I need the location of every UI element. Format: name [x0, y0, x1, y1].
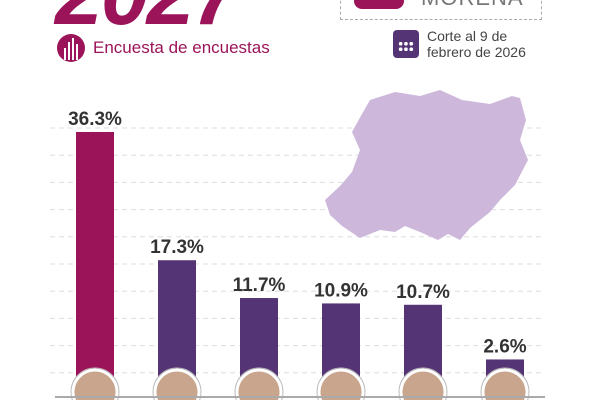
bar: [76, 131, 114, 377]
avatar-ring: [398, 367, 448, 400]
bar: [404, 304, 442, 377]
candidate-avatar: [153, 368, 201, 400]
bar: [322, 303, 360, 377]
avatar-ring: [316, 367, 366, 400]
data-label: 10.7%: [396, 282, 450, 303]
candidate-avatar: [71, 368, 119, 400]
data-label: 36.3%: [68, 109, 122, 130]
avatar-ring: [234, 367, 284, 400]
year-title: 2027: [55, 0, 240, 38]
date-text: Corte al 9 de febrero de 2026: [427, 28, 526, 60]
avatar-ring: [152, 367, 202, 400]
party-name: MORENA: [421, 0, 524, 11]
bar-chart-icon: [57, 34, 85, 62]
party-logo-icon: [354, 0, 404, 9]
date-info: Corte al 9 de febrero de 2026: [393, 28, 547, 60]
map-icon: [325, 90, 528, 240]
candidate-avatar: [235, 368, 283, 400]
calendar-icon: [393, 30, 419, 58]
avatar-ring: [70, 367, 120, 400]
data-label: 2.6%: [483, 336, 526, 357]
data-label: 11.7%: [233, 275, 286, 296]
data-label: 17.3%: [150, 237, 204, 258]
candidate-avatar: [317, 368, 365, 400]
bar: [240, 298, 278, 377]
avatar-ring: [480, 367, 530, 400]
data-label: 10.9%: [314, 280, 368, 301]
candidate-avatar: [399, 368, 447, 400]
bar: [158, 260, 196, 377]
candidate-avatar: [481, 368, 529, 400]
subtitle-text: Encuesta de encuestas: [93, 38, 270, 57]
subtitle: Encuesta de encuestas: [57, 34, 270, 62]
party-badge: MORENA: [340, 0, 542, 20]
